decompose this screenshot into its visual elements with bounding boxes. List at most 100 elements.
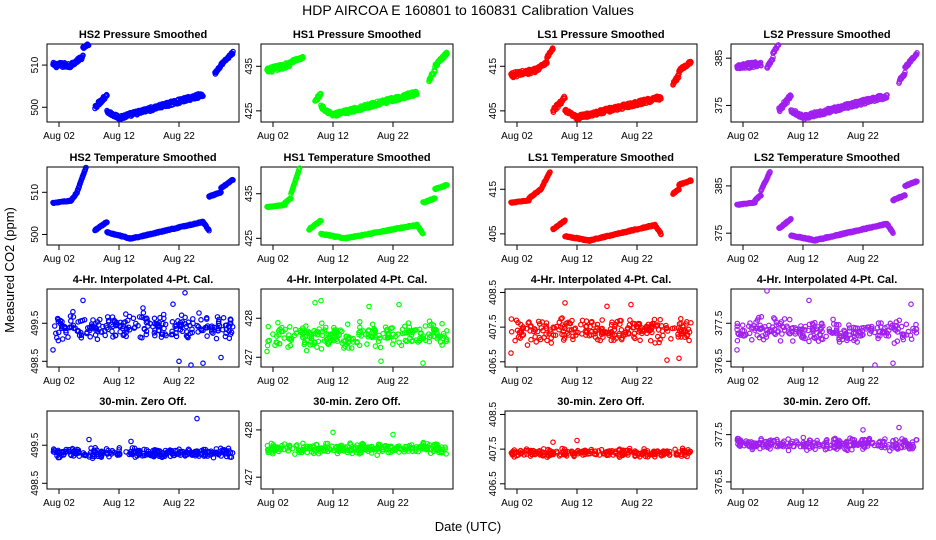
x-tick-label: Aug 12	[103, 498, 135, 509]
data-point	[188, 362, 194, 368]
data-point	[121, 331, 128, 338]
data-point	[434, 335, 441, 342]
data-point	[559, 331, 565, 338]
data-point	[415, 339, 421, 345]
panel-title: 4-Hr. Interpolated 4-Pt. Cal.	[757, 274, 898, 286]
data-point	[213, 335, 220, 342]
data-point	[389, 341, 396, 348]
x-tick-label: Aug 02	[257, 498, 289, 509]
plot-frame	[504, 166, 698, 246]
data-point	[301, 333, 308, 340]
data-point	[657, 316, 664, 323]
data-point	[608, 337, 615, 344]
series-HS1	[264, 429, 450, 459]
x-tick-label: Aug 02	[43, 254, 75, 265]
x-tick-label: Aug 22	[377, 131, 409, 142]
data-point	[286, 323, 293, 330]
y-tick-label: 510	[30, 56, 41, 73]
data-point	[322, 324, 329, 331]
x-tick-label: Aug 12	[787, 376, 819, 387]
y-tick-label: 435	[244, 185, 255, 202]
data-point	[78, 332, 85, 338]
data-point	[508, 328, 515, 335]
data-point	[125, 317, 131, 324]
y-tick-label: 425	[244, 230, 255, 247]
data-point	[628, 301, 634, 308]
data-point	[508, 350, 514, 356]
series-LS2	[734, 288, 920, 368]
x-tick-label: Aug 22	[163, 376, 195, 387]
data-point	[87, 333, 94, 340]
plot-frame	[260, 288, 454, 368]
data-point	[208, 329, 215, 335]
plot-frame	[504, 288, 698, 368]
data-point	[890, 230, 896, 237]
y-tick-label: 407.5	[488, 314, 499, 339]
data-point	[55, 329, 62, 336]
data-point	[658, 231, 664, 238]
data-point	[806, 338, 812, 345]
data-point	[660, 332, 666, 339]
plot-frame	[730, 43, 924, 123]
data-point	[67, 313, 74, 319]
panel-title: HS1 Temperature Smoothed	[283, 152, 430, 164]
data-point	[401, 323, 408, 330]
data-point	[229, 323, 236, 330]
data-point	[433, 326, 440, 333]
data-point	[664, 357, 670, 363]
panel-title: 4-Hr. Interpolated 4-Pt. Cal.	[287, 274, 428, 286]
data-point	[84, 330, 90, 337]
data-point	[162, 321, 169, 328]
data-point	[422, 323, 429, 329]
data-point	[325, 341, 331, 347]
data-point	[444, 50, 450, 57]
data-point	[172, 323, 178, 330]
data-point	[777, 338, 784, 344]
data-point	[301, 339, 308, 346]
data-point	[371, 325, 378, 332]
y-tick-label: 415	[488, 58, 499, 75]
series-HS2	[50, 289, 236, 368]
y-tick-label: 415	[488, 181, 499, 198]
series-LS1	[508, 45, 694, 123]
y-tick-label: 500	[30, 226, 41, 243]
figure-title: HDP AIRCOA E 160801 to 160831 Calibratio…	[302, 2, 634, 18]
panel-title: LS2 Pressure Smoothed	[763, 29, 890, 41]
x-tick-label: Aug 22	[163, 498, 195, 509]
data-point	[194, 415, 200, 422]
plot-frame	[46, 288, 240, 368]
data-point	[75, 327, 81, 334]
data-point	[292, 326, 299, 333]
y-tick-label: 408.5	[488, 280, 499, 305]
y-tick-label: 498.5	[30, 470, 41, 495]
data-point	[369, 333, 376, 340]
data-point	[636, 329, 642, 335]
data-point	[220, 314, 227, 321]
data-point	[50, 347, 56, 353]
data-point	[204, 323, 211, 329]
y-tick-label: 405	[488, 102, 499, 119]
data-point	[226, 328, 232, 334]
data-point	[366, 303, 372, 310]
data-point	[375, 338, 382, 345]
data-point	[548, 340, 555, 346]
data-point	[902, 192, 908, 199]
x-tick-label: Aug 12	[317, 254, 349, 265]
data-point	[884, 92, 890, 98]
data-point	[356, 342, 363, 349]
y-tick-label: 435	[244, 58, 255, 75]
data-point	[156, 327, 162, 334]
data-point	[806, 297, 812, 304]
data-point	[200, 93, 206, 99]
plot-frame	[46, 166, 240, 246]
data-point	[144, 315, 150, 322]
data-point	[83, 164, 89, 171]
data-point	[914, 49, 920, 56]
series-HS1	[264, 49, 450, 119]
x-tick-label: Aug 02	[257, 254, 289, 265]
y-tick-label: 428	[244, 309, 255, 326]
data-point	[274, 339, 280, 346]
series-HS2	[50, 415, 236, 462]
